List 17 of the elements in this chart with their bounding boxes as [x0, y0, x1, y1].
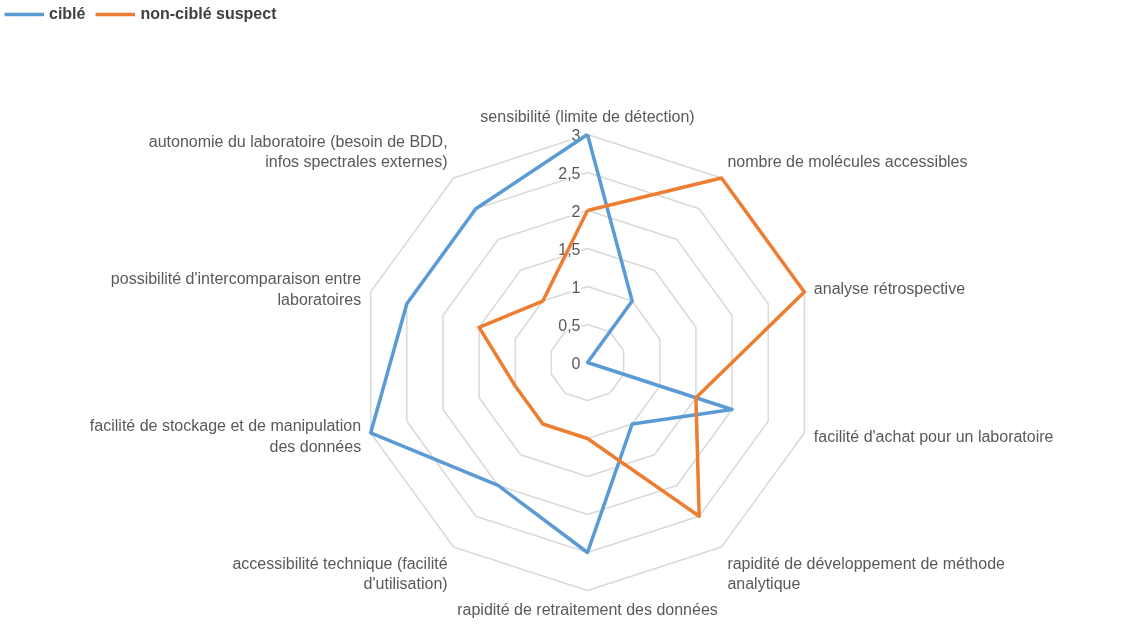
- spoke-label: autonomie du laboratoire (besoin de BDD, infos spectrales externes): [148, 132, 448, 170]
- spoke-label: nombre de molécules accessibles: [727, 152, 968, 170]
- spoke-label: facilité de stockage et de manipulation des données: [89, 417, 362, 455]
- spoke-label: rapidité de retraitement des données: [457, 600, 718, 618]
- legend-label: non-ciblé suspect: [140, 5, 277, 23]
- y-tick-label: 0: [571, 354, 581, 372]
- spoke-label: facilité d'achat pour un laboratoire: [813, 427, 1054, 445]
- spoke-label: accessibilité technique (facilité d'utilisation): [232, 555, 448, 593]
- legend-label: ciblé: [49, 5, 86, 23]
- spoke-label: sensibilité (limite de détection): [480, 107, 695, 125]
- spoke-label: analyse rétrospective: [813, 280, 966, 298]
- spoke-label: possibilité d'intercomparaison entre laboratoires: [110, 270, 362, 308]
- y-tick-label: 2: [571, 202, 581, 220]
- y-tick-label: 2,5: [558, 164, 581, 182]
- y-tick-label: 0,5: [558, 316, 581, 334]
- y-tick-label: 1: [571, 278, 581, 296]
- spoke-label: rapidité de développement de méthode analytique: [727, 555, 1006, 593]
